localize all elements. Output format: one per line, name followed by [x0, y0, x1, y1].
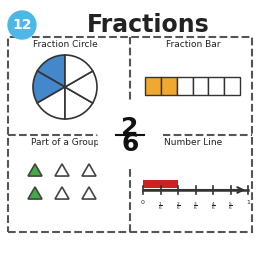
- Wedge shape: [65, 55, 93, 87]
- Circle shape: [98, 103, 162, 167]
- Text: 6: 6: [121, 132, 139, 156]
- Text: Fractions: Fractions: [87, 13, 209, 37]
- Bar: [145, 77, 161, 95]
- Circle shape: [8, 11, 36, 39]
- Text: $\frac{5}{6}$: $\frac{5}{6}$: [228, 200, 233, 212]
- Text: $\frac{4}{6}$: $\frac{4}{6}$: [211, 200, 215, 212]
- Text: 12: 12: [12, 18, 32, 32]
- Text: Part of a Group: Part of a Group: [31, 137, 99, 146]
- Polygon shape: [28, 164, 42, 176]
- Text: Number Line: Number Line: [164, 137, 222, 146]
- Text: Fraction Circle: Fraction Circle: [32, 39, 98, 48]
- Bar: [177, 77, 192, 95]
- Text: $\frac{1}{6}$: $\frac{1}{6}$: [158, 200, 163, 212]
- Text: Fraction Bar: Fraction Bar: [166, 39, 220, 48]
- Wedge shape: [37, 55, 65, 87]
- Bar: [143, 180, 178, 188]
- Polygon shape: [55, 187, 69, 199]
- Wedge shape: [33, 71, 65, 103]
- Polygon shape: [28, 187, 42, 199]
- Polygon shape: [55, 164, 69, 176]
- Polygon shape: [82, 187, 96, 199]
- Text: $\frac{3}{6}$: $\frac{3}{6}$: [193, 200, 198, 212]
- Text: $\frac{2}{6}$: $\frac{2}{6}$: [176, 200, 180, 212]
- Wedge shape: [37, 87, 65, 119]
- Wedge shape: [65, 87, 93, 119]
- Bar: [224, 77, 240, 95]
- Polygon shape: [82, 164, 96, 176]
- Bar: [161, 77, 177, 95]
- Text: 1: 1: [246, 200, 250, 205]
- Bar: [208, 77, 224, 95]
- Wedge shape: [65, 71, 97, 103]
- Bar: [192, 77, 208, 95]
- Text: 2: 2: [121, 116, 139, 140]
- Text: 0: 0: [141, 200, 145, 205]
